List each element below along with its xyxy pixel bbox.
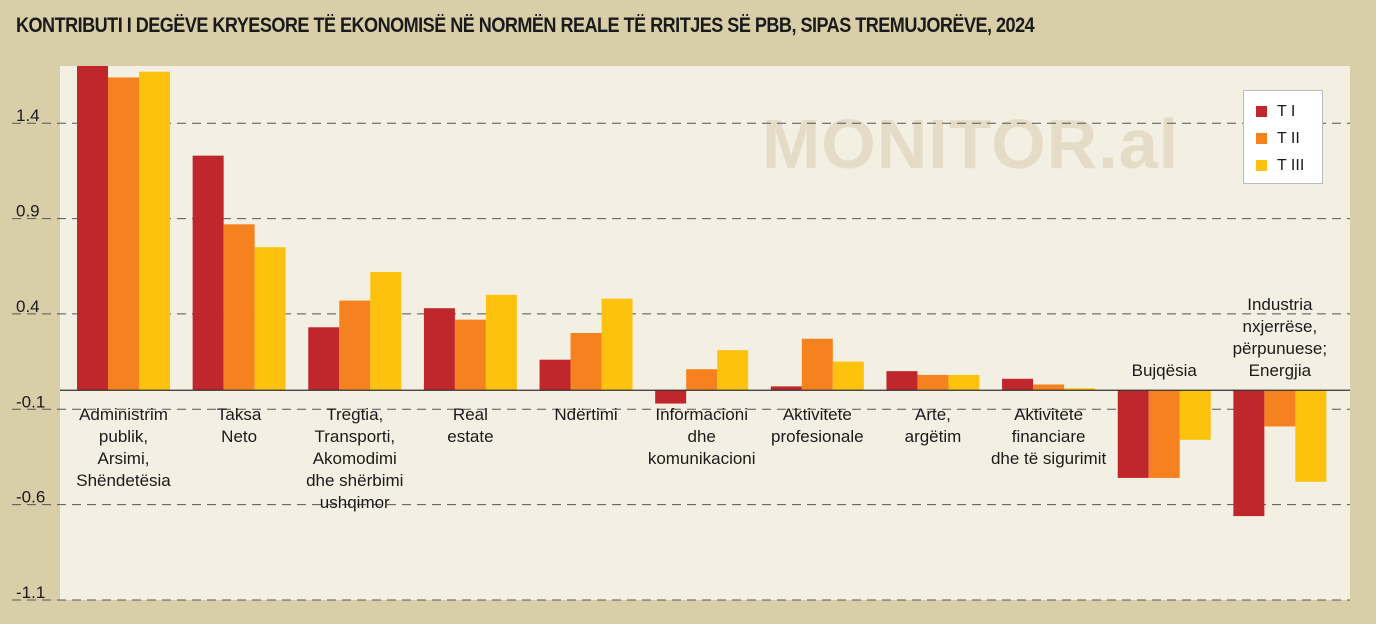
- bar-1: [77, 66, 108, 391]
- category-label-line: Aktivitete: [1014, 405, 1083, 424]
- bar-3: [370, 271, 402, 391]
- category-label-line: Tregtia,: [326, 405, 383, 424]
- bar-2: [454, 319, 486, 391]
- bar-3: [717, 350, 749, 391]
- category-label-line: Ndërtimi: [554, 405, 617, 424]
- legend-item: T III: [1256, 152, 1322, 179]
- bar-2: [1264, 390, 1296, 427]
- watermark: MONITOR.al: [762, 105, 1180, 183]
- y-tick-label: 1.4: [16, 106, 40, 125]
- category-label-line: estate: [447, 427, 493, 446]
- category-label-line: Aktivitete: [783, 405, 852, 424]
- legend-item: T I: [1256, 98, 1322, 125]
- category-label-line: Taksa: [217, 405, 262, 424]
- category-label-line: Informacioni: [655, 405, 748, 424]
- bar-2: [570, 333, 602, 391]
- bar-2: [917, 374, 949, 391]
- category-label-line: publik,: [99, 427, 148, 446]
- bar-1: [1117, 390, 1149, 478]
- category-label-line: Administrim: [79, 405, 168, 424]
- bar-1: [308, 327, 340, 391]
- bar-3: [254, 247, 286, 391]
- bar-1: [423, 308, 455, 391]
- category-label: Industria nxjerrëse, përpunuese; Energjia: [1233, 295, 1328, 380]
- category-label-line: përpunuese;: [1233, 339, 1328, 358]
- y-tick-label: -0.1: [16, 392, 45, 411]
- category-label: Real estate: [447, 405, 493, 446]
- legend-swatch: [1256, 106, 1267, 117]
- bar-2: [686, 369, 718, 391]
- bar-3: [948, 374, 980, 391]
- category-label-line: Arte,: [915, 405, 951, 424]
- chart-title: KONTRIBUTI I DEGËVE KRYESORE TË EKONOMIS…: [16, 14, 1035, 37]
- bar-3: [1295, 390, 1327, 482]
- category-label-line: ushqimor: [320, 493, 390, 512]
- category-label-line: Energjia: [1249, 361, 1312, 380]
- legend-item: T II: [1256, 125, 1322, 152]
- bar-2: [223, 224, 255, 391]
- y-tick-label: 0.4: [16, 297, 40, 316]
- category-label: Tregtia, Transporti, Akomodimi dhe shërbimi…: [306, 405, 403, 512]
- category-label-line: Real: [453, 405, 488, 424]
- bar-3: [601, 298, 633, 391]
- bar-3: [485, 294, 517, 391]
- category-label: Bujqësia: [1132, 361, 1198, 380]
- category-label-line: Akomodimi: [313, 449, 397, 468]
- bar-1: [1002, 378, 1034, 391]
- category-label: Aktivitete profesionale: [771, 405, 864, 446]
- category-label: Administrim publik, Arsimi, Shëndetësia: [76, 405, 171, 490]
- category-label-line: Neto: [221, 427, 257, 446]
- category-label-line: Shëndetësia: [76, 471, 171, 490]
- category-label: Ndërtimi: [554, 405, 617, 424]
- category-label-line: Transporti,: [314, 427, 395, 446]
- bar-2: [108, 77, 139, 391]
- bar-2: [339, 300, 371, 391]
- category-label-line: Bujqësia: [1132, 361, 1198, 380]
- legend-label: T III: [1277, 156, 1305, 174]
- legend-swatch: [1256, 133, 1267, 144]
- bar-3: [139, 71, 170, 391]
- category-label-line: dhe shërbimi: [306, 471, 403, 490]
- category-label-line: dhe të sigurimit: [991, 449, 1107, 468]
- y-tick-label: -1.1: [16, 583, 45, 602]
- bar-1: [539, 359, 571, 391]
- bar-1: [886, 371, 918, 391]
- legend-label: T II: [1277, 129, 1300, 147]
- category-label: Taksa Neto: [217, 405, 262, 446]
- category-label-line: dhe: [687, 427, 715, 446]
- bar-3: [1064, 388, 1096, 391]
- bar-2: [1033, 384, 1065, 391]
- legend-swatch: [1256, 160, 1267, 171]
- category-label-line: komunikacioni: [648, 449, 756, 468]
- y-tick-label: -0.6: [16, 488, 45, 507]
- bar-2: [801, 338, 833, 391]
- category-label-line: profesionale: [771, 427, 864, 446]
- category-label: Informacioni dhe komunikacioni: [648, 405, 756, 468]
- legend: T I T II T III: [1243, 90, 1323, 184]
- category-label: Arte, argëtim: [905, 405, 962, 446]
- category-label-line: argëtim: [905, 427, 962, 446]
- bar-1: [1233, 390, 1265, 517]
- category-label-line: Arsimi,: [98, 449, 150, 468]
- legend-label: T I: [1277, 102, 1296, 120]
- bar-1: [770, 386, 802, 391]
- bar-2: [1148, 390, 1180, 478]
- bar-3: [1179, 390, 1211, 440]
- category-label-line: nxjerrëse,: [1243, 317, 1318, 336]
- y-tick-label: 0.9: [16, 202, 40, 221]
- category-label-line: Industria: [1247, 295, 1313, 314]
- bar-1: [655, 390, 687, 404]
- category-label: Aktivitete financiare dhe të sigurimit: [991, 405, 1107, 468]
- bar-1: [192, 155, 224, 391]
- bar-3: [832, 361, 864, 391]
- category-label-line: financiare: [1012, 427, 1086, 446]
